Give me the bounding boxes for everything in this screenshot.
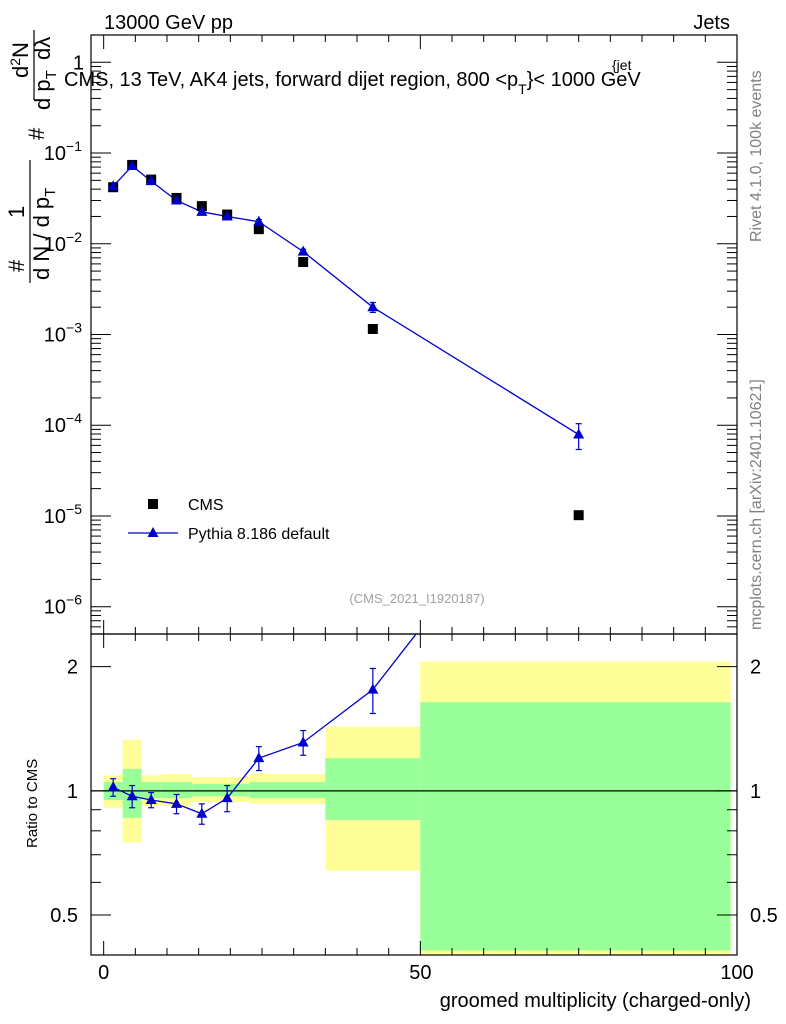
y-tick-label-6: 1: [73, 52, 84, 74]
legend-cms-marker: [148, 499, 158, 509]
pythia-ratio-point-6: [253, 752, 265, 763]
pythia-main-line: [112, 165, 580, 436]
ratio-band-inner-4: [192, 783, 250, 797]
ratio-y-tick-label-l-2: 2: [67, 657, 78, 679]
legend-cms-label: CMS: [188, 497, 224, 514]
ratio-band-inner-3: [160, 782, 193, 799]
plot-title-sup: {jet: [612, 57, 632, 73]
x-tick-label-0: 0: [98, 962, 109, 984]
pythia-ratio-point-4: [196, 807, 208, 818]
ylabel-n: N: [8, 42, 33, 58]
pythia-point-0: [107, 180, 119, 191]
ylabel-exp: 2: [7, 58, 23, 66]
ratio-y-tick-label-r-0: 0.5: [750, 905, 778, 927]
x-tick-label-50: 50: [409, 962, 431, 984]
pythia-point-5: [221, 210, 233, 221]
pythia-ratio-point-3: [171, 797, 182, 808]
pythia-point-2: [145, 175, 157, 186]
y-tick-label-0: 10−6: [44, 592, 82, 619]
pythia-point-7: [297, 245, 309, 256]
legend-pythia-marker: [147, 527, 159, 537]
plot-title: CMS, 13 TeV, AK4 jets, forward dijet reg…: [64, 69, 641, 97]
main-plot: 10−6 10−5 10−4 10−3 10−2 10−1 1: [44, 34, 738, 635]
header-energy-label: 13000 GeV pp: [104, 12, 233, 34]
header-jets-label: Jets: [693, 12, 730, 34]
pythia-point-8: [367, 301, 379, 312]
rivet-version-label: Rivet 4.1.0, 100k events: [748, 70, 765, 242]
legend: CMS Pythia 8.186 default: [128, 497, 330, 543]
ylabel-dp-sub: T: [43, 70, 60, 79]
y-tick-label-5: 10−1: [44, 138, 82, 165]
y-tick-label-2: 10−4: [44, 410, 82, 437]
plot-title-tail: }< 1000 GeV: [527, 69, 642, 91]
pythia-point-1: [126, 159, 138, 170]
ratio-frame: [90, 633, 738, 956]
analysis-tag: (CMS_2021_I1920187): [349, 591, 484, 606]
y-tick-label-3: 10−3: [44, 320, 82, 347]
ratio-y-tick-label-r-2: 2: [750, 657, 761, 679]
pythia-ratio-point-5: [221, 792, 233, 803]
ratio-y-axis-label: Ratio to CMS: [24, 759, 41, 848]
pythia-point-3: [171, 194, 182, 205]
pythia-point-6: [253, 215, 265, 226]
ratio-band-inner-6: [325, 758, 421, 820]
ratio-series-group: [112, 634, 417, 815]
pythia-ratio-point-1: [126, 790, 138, 801]
legend-pythia-label: Pythia 8.186 default: [188, 526, 330, 543]
pythia-point-9: [573, 428, 585, 439]
cms-point-6: [253, 224, 264, 235]
ratio-y-tick-label-r-1: 1: [750, 781, 761, 803]
ratio-band-inner-2: [141, 782, 161, 799]
pythia-ratio-point-2: [145, 794, 157, 805]
cms-point-7: [298, 256, 309, 267]
plot-title-sub: T: [518, 81, 527, 97]
ylabel-den: d N / d pT: [29, 188, 59, 280]
ratio-y-tick-label-l-0: 0.5: [50, 905, 78, 927]
ylabel-d2n: d2N: [7, 42, 33, 78]
pythia-ratio-point-7: [297, 736, 309, 747]
ylabel-one: 1: [4, 206, 29, 218]
ylabel-dp: d p: [30, 79, 55, 110]
ylabel-den-sub: T: [42, 188, 59, 197]
pythia-point-4: [196, 205, 208, 216]
plot-title-main: CMS, 13 TeV, AK4 jets, forward dijet reg…: [64, 69, 518, 91]
mcplots-label: mcplots.cern.ch [arXiv:2401.10621]: [748, 379, 765, 630]
pythia-ratio-line: [112, 634, 417, 815]
ratio-y-tick-label-l-1: 1: [67, 781, 78, 803]
x-tick-label-100: 100: [720, 962, 753, 984]
ylabel-d: d: [8, 66, 33, 78]
cms-point-8: [367, 323, 378, 334]
x-axis-label: groomed multiplicity (charged-only): [440, 990, 751, 1012]
ylabel-dlambda: dλ: [30, 37, 55, 60]
ratio-band-inner-7: [420, 702, 731, 951]
y-tick-label-1: 10−5: [44, 501, 82, 528]
main-frame: [90, 34, 738, 635]
ylabel-den-text: d N / d p: [29, 197, 54, 280]
cms-point-9: [573, 510, 584, 521]
ratio-plot: 0 50 100 0.5 0.5 1 1 2 2: [50, 633, 778, 984]
ylabel-dpt: d pT: [30, 70, 60, 110]
ylabel-hash-left: #: [4, 259, 29, 272]
pythia-ratio-point-8: [367, 683, 379, 694]
ylabel-hash-right: #: [24, 127, 49, 140]
pythia-ratio-point-0: [107, 781, 119, 792]
y-tick-label-4: 10−2: [44, 229, 82, 256]
ratio-band-inner-5: [249, 782, 326, 799]
main-y-axis-label: # 1 d N / d pT # d2N d pT dλ: [4, 30, 60, 283]
